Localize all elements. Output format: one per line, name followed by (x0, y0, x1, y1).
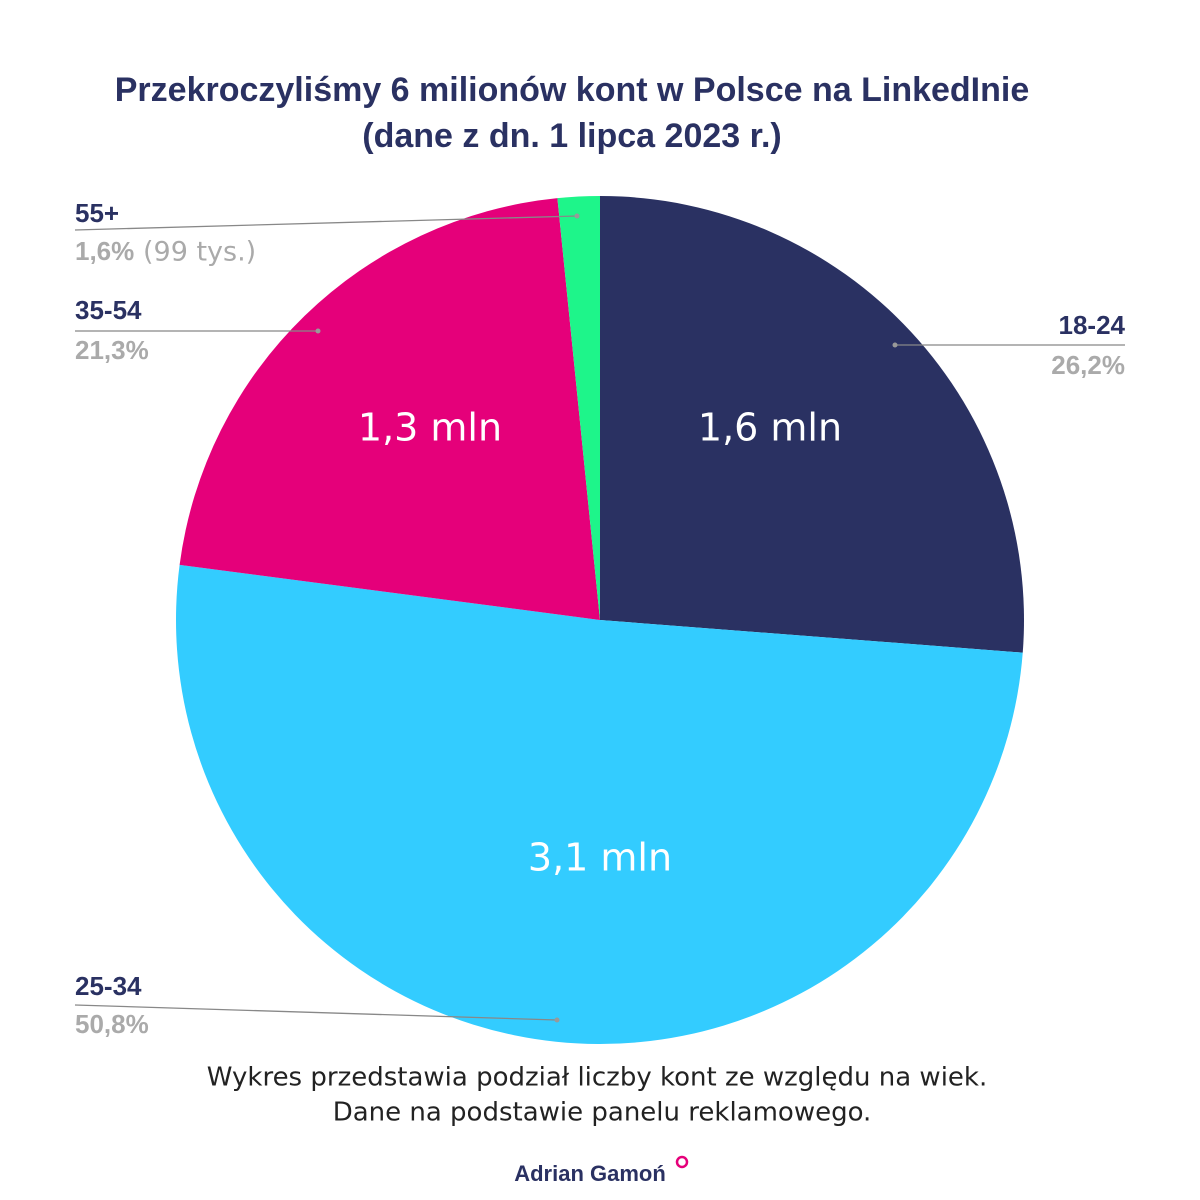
percent-label: 26,2% (1051, 350, 1125, 380)
percent-label: 21,3% (75, 335, 149, 365)
pie (175, 196, 1024, 1045)
pie-slice (179, 198, 600, 620)
labels: 18-24 26,2% 1,6 mln 25-34 50,8% 3,1 mln 35-54 2… (74, 198, 1126, 1039)
category-label: 25-34 (75, 971, 142, 1001)
leader-dot (892, 342, 898, 348)
count-label: 1,3 mln (358, 406, 502, 450)
logo-icon (675, 1155, 689, 1169)
footnote: Wykres przedstawia podział liczby kont z… (207, 1063, 987, 1093)
count-label: (99 tys.) (143, 237, 256, 268)
percent-label: 1,6% (75, 236, 134, 266)
chart-title: (dane z dn. 1 lipca 2023 r.) (362, 117, 782, 155)
category-label: 35-54 (75, 295, 142, 325)
leader-dot (574, 213, 580, 219)
pie-slice (600, 196, 1024, 653)
leader-dot (315, 328, 321, 334)
count-label: 3,1 mln (528, 836, 672, 880)
category-label: 18-24 (1059, 310, 1126, 340)
leader-line (74, 215, 578, 231)
leader-dot (554, 1017, 560, 1023)
chart-title: Przekroczyliśmy 6 milionów kont w Polsce… (115, 71, 1030, 109)
category-label: 55+ (75, 198, 119, 228)
percent-label: 50,8% (75, 1009, 149, 1039)
footnote: Dane na podstawie panelu reklamowego. (333, 1098, 872, 1128)
pie-slice (175, 564, 1023, 1045)
pie-slice (557, 196, 600, 620)
count-label: 1,6 mln (698, 406, 842, 450)
leader-line (74, 1004, 558, 1021)
author: Adrian Gamoń (514, 1161, 666, 1186)
